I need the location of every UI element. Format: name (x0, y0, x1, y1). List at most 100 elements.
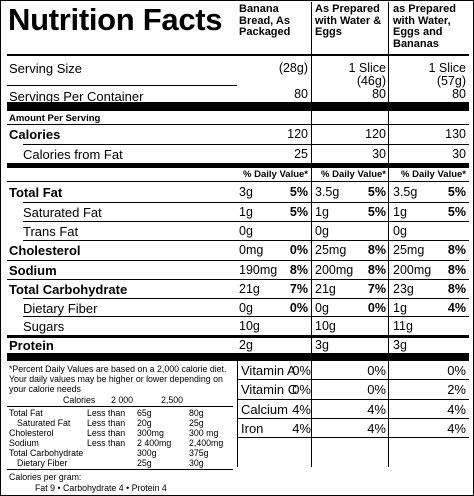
nutrient-daily-value: 8% (447, 263, 466, 277)
servings-per-container-value: 80 (452, 87, 466, 101)
nutrient-daily-value: 4% (447, 301, 466, 315)
calories-from-fat-value: 25 (294, 147, 308, 161)
dv-table-qualifier: Less than (87, 418, 126, 428)
vitamin-value: 4% (447, 421, 466, 436)
calories-value: 120 (365, 127, 386, 141)
nutrient-daily-value: 8% (447, 282, 466, 296)
nutrient-amount: 0g (239, 224, 253, 238)
nutrient-label: Sodium (9, 263, 57, 278)
calories-from-fat-value: 30 (372, 147, 386, 161)
footnote-text: *Percent Daily Values are based on a 2,0… (9, 364, 227, 394)
vitamin-value: 4% (367, 402, 386, 417)
nutrient-daily-value: 0% (367, 301, 386, 315)
dv-table-qualifier: Less than (87, 428, 126, 438)
divider-line (23, 298, 469, 299)
vitamin-value: 0% (367, 382, 386, 397)
daily-value-header: % Daily Value* (243, 169, 308, 180)
dv-table-2500: 80g (189, 408, 204, 418)
nutrient-daily-value: 0% (289, 243, 308, 257)
serving-size-grams: (46g) (356, 74, 386, 88)
serving-size-value: 1 Slice (348, 61, 386, 75)
vitamin-label: Vitamin A (241, 363, 296, 378)
dv-table-2000: 300g (137, 448, 157, 458)
dv-table-header: 2 000 (111, 395, 134, 405)
calories-value: 120 (287, 127, 308, 141)
column-divider-1 (311, 2, 312, 467)
nutrient-amount: 2g (239, 338, 253, 352)
serving-size-label: Serving Size (9, 61, 82, 76)
nutrient-amount: 23g (393, 282, 414, 296)
dv-table-2500: 375g (189, 448, 209, 458)
dv-table-2000: 25g (137, 458, 152, 468)
divider-line (23, 144, 469, 145)
nutrient-amount: 10g (315, 319, 336, 333)
nutrient-amount: 3g (239, 185, 253, 199)
vitamin-value: 0% (447, 363, 466, 378)
nutrient-label: Dietary Fiber (23, 301, 98, 316)
dv-table-2500: 30g (189, 458, 204, 468)
nutrient-amount: 3g (315, 338, 329, 352)
divider-line (7, 279, 469, 280)
divider-line (237, 379, 469, 380)
vitamin-value: 4% (367, 421, 386, 436)
nutrient-amount: 3.5g (393, 185, 418, 199)
divider-line (7, 54, 469, 56)
column-header-2: As Prepared with Water & Eggs (315, 3, 382, 38)
divider-line (23, 316, 469, 317)
servings-per-container-label: Servings Per Container (9, 89, 144, 104)
divider-line (7, 260, 469, 261)
nutrient-daily-value: 8% (367, 263, 386, 277)
vitamin-value: 0% (292, 382, 311, 397)
column-header-1: Banana Bread, As Packaged (239, 3, 291, 38)
nutrient-amount: 1g (239, 205, 253, 219)
calories-value: 130 (445, 127, 466, 141)
dv-table-header: Calories (63, 395, 96, 405)
nutrient-daily-value: 8% (447, 243, 466, 257)
nutrient-amount: 200mg (393, 263, 432, 277)
divider-line (7, 181, 469, 182)
dv-table-2500: 25g (189, 418, 204, 428)
dv-table-nutrient: Total Carbohydrate (9, 448, 84, 458)
nutrient-amount: 3.5g (315, 185, 340, 199)
thick-divider (7, 353, 469, 361)
nutrient-amount: 0g (315, 224, 329, 238)
nutrient-amount: 0g (393, 224, 407, 238)
dv-table-qualifier: Less than (87, 408, 126, 418)
divider-line (7, 469, 233, 470)
dv-table-nutrient: Dietary Fiber (17, 458, 68, 468)
vitamin-value: 4% (292, 421, 311, 436)
servings-per-container-value: 80 (372, 87, 386, 101)
column-divider-2 (388, 2, 389, 467)
medium-divider (7, 163, 469, 168)
nutrient-label: Total Carbohydrate (9, 282, 128, 297)
vitamin-value: 4% (447, 402, 466, 417)
nutrient-label: Trans Fat (23, 224, 79, 239)
divider-line (23, 240, 469, 241)
nutrient-amount: 1g (393, 205, 407, 219)
nutrient-amount: 190mg (239, 263, 278, 277)
dv-table-qualifier: Less than (87, 438, 126, 448)
serving-size-value: (28g) (278, 61, 308, 75)
calories-from-fat-label: Calories from Fat (23, 147, 123, 162)
serving-size-grams: (57g) (436, 74, 466, 88)
nutrient-amount: 10g (239, 319, 260, 333)
vitamin-value: 4% (292, 402, 311, 417)
nutrient-amount: 1g (315, 205, 329, 219)
serving-size-value: 1 Slice (428, 61, 466, 75)
nutrient-amount: 21g (315, 282, 336, 296)
divider-line (7, 124, 469, 125)
nutrient-amount: 1g (393, 301, 407, 315)
divider-line (23, 221, 469, 222)
nutrient-label: Cholesterol (9, 243, 81, 258)
nutrient-daily-value: 7% (289, 282, 308, 296)
nutrient-daily-value: 5% (367, 185, 386, 199)
dv-table-2500: 300 mg (189, 428, 219, 438)
calories-from-fat-value: 30 (452, 147, 466, 161)
nutrient-daily-value: 5% (289, 205, 308, 219)
nutrient-amount: 0g (239, 301, 253, 315)
divider-line (237, 399, 469, 400)
dv-table-2500: 2,400mg (189, 438, 224, 448)
nutrient-label: Protein (9, 338, 54, 353)
dv-table-2000: 300mg (137, 428, 164, 438)
